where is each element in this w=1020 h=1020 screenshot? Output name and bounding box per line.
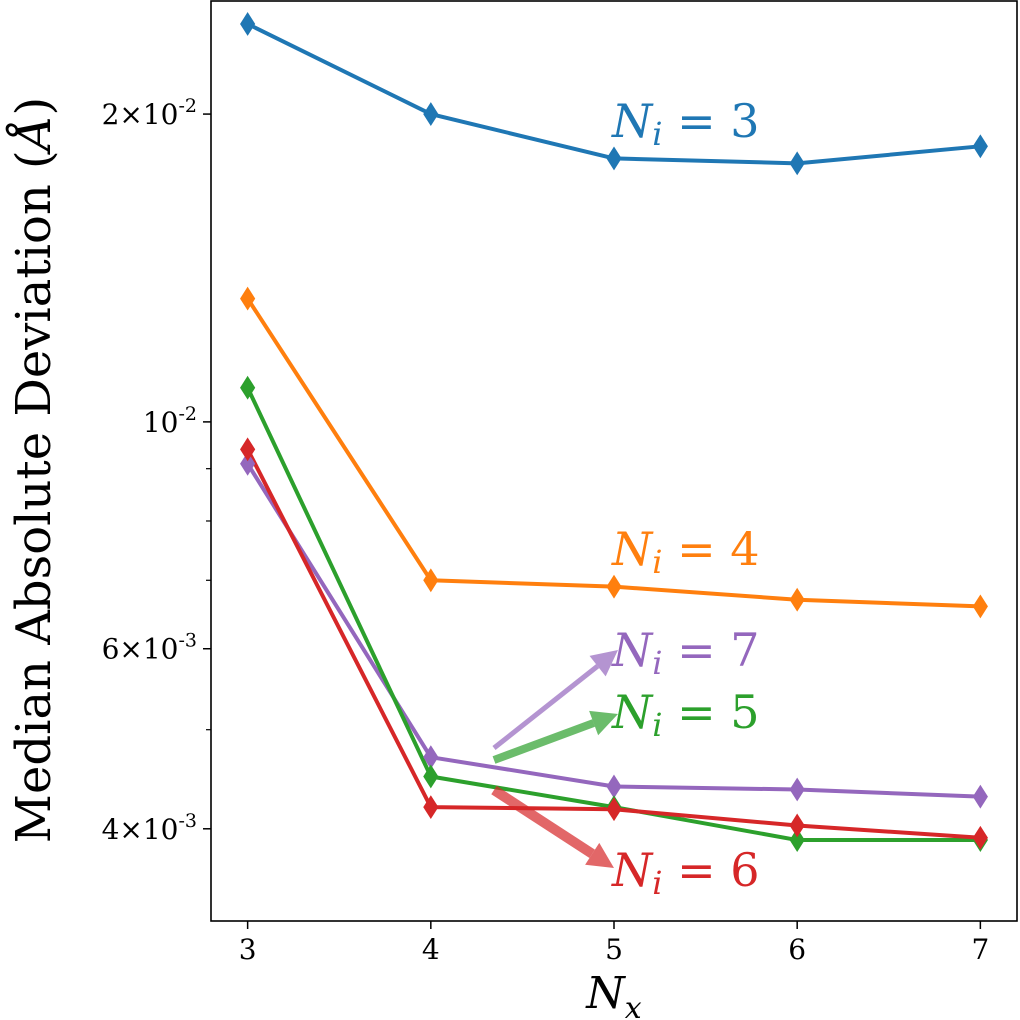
data-point-marker (972, 825, 988, 850)
data-point-marker (240, 451, 256, 476)
y-axis-title-close: ) (6, 97, 62, 116)
series-label-sub: i (652, 115, 662, 153)
data-point-marker (606, 774, 622, 799)
y-axis-title-unit: Å (5, 116, 62, 156)
data-point-marker (972, 594, 988, 619)
data-point-marker (606, 797, 622, 822)
y-tick-label: 2×10-2 (102, 95, 197, 131)
arrow-ni-7-head (589, 650, 618, 677)
series-label-value: 6 (730, 843, 759, 897)
x-axis-title-sub: x (625, 991, 642, 1020)
x-tick-label: 6 (788, 933, 806, 966)
data-point-marker (972, 134, 988, 159)
y-tick-exponent: -2 (178, 403, 197, 425)
series-label-ni-6: Ni = 6 (611, 843, 760, 902)
series-label-sub: i (652, 644, 662, 682)
y-tick-label: 4×10-3 (102, 810, 197, 846)
data-point-marker (423, 102, 439, 127)
arrow-ni-5-shaft (492, 719, 596, 764)
data-point-marker (606, 574, 622, 599)
data-point-marker (240, 375, 256, 400)
data-point-marker (789, 777, 805, 802)
series-labels: Ni = 3Ni = 4Ni = 7Ni = 5Ni = 6 (611, 94, 760, 902)
x-axis-title: Nx (585, 968, 642, 1020)
data-point-marker (240, 12, 256, 36)
x-tick-label: 7 (971, 933, 989, 966)
annotation-arrows (491, 650, 618, 868)
series-label-ni-5: Ni = 5 (611, 685, 760, 744)
arrow-ni-5-head (589, 710, 618, 736)
y-tick-mantissa: 6×10 (102, 633, 179, 666)
x-ticks: 3 4 5 6 7 (239, 921, 989, 966)
y-tick-mantissa: 4×10 (102, 813, 179, 846)
data-point-marker (423, 568, 439, 593)
data-point-marker (789, 151, 805, 176)
data-point-marker (423, 795, 439, 820)
y-axis-title-text: Median Absolute Deviation ( (6, 150, 62, 843)
data-point-marker (789, 828, 805, 852)
series-label-eq: = (662, 623, 730, 677)
series-label-sub: i (652, 864, 662, 902)
y-tick-mantissa: 10 (143, 406, 179, 439)
series-label-ni-3: Ni = 3 (611, 94, 760, 153)
series-label-eq: = (662, 94, 730, 148)
series-label-sub: i (652, 543, 662, 581)
data-point-marker (423, 764, 439, 789)
series-label-main: N (611, 522, 654, 576)
series-label-main: N (611, 94, 654, 148)
series-line-5 (245, 385, 983, 843)
series-label-value: 5 (730, 685, 759, 739)
series-markers (240, 12, 988, 852)
arrow-ni-6-head (585, 842, 614, 868)
series-label-value: 7 (730, 623, 759, 677)
y-tick-label: 10-2 (143, 403, 197, 439)
x-tick-label: 3 (239, 933, 257, 966)
data-point-marker (789, 587, 805, 612)
x-tick-label: 5 (605, 933, 623, 966)
data-point-marker (240, 286, 256, 311)
series-label-main: N (611, 843, 654, 897)
data-point-marker (789, 813, 805, 838)
series-label-sub: i (652, 706, 662, 744)
series-label-eq: = (662, 843, 730, 897)
series-label-main: N (611, 623, 654, 677)
series-label-ni-4: Ni = 4 (611, 522, 760, 581)
series-label-value: 4 (730, 522, 759, 576)
x-axis-title-main: N (585, 968, 626, 1019)
y-tick-label: 6×10-3 (102, 630, 197, 666)
data-point-marker (240, 437, 256, 462)
series-label-main: N (611, 685, 654, 739)
arrow-ni-7-shaft (492, 664, 600, 750)
data-point-marker (606, 146, 622, 171)
data-point-marker (972, 784, 988, 809)
y-tick-exponent: -2 (178, 95, 197, 117)
series-label-eq: = (662, 685, 730, 739)
y-axis-title: Median Absolute Deviation (Å) (5, 97, 62, 843)
y-ticks: 2×10-210-26×10-34×10-3 (102, 95, 211, 846)
x-tick-label: 4 (422, 933, 440, 966)
arrow-ni-6-shaft (491, 785, 595, 859)
y-tick-mantissa: 2×10 (102, 98, 179, 131)
series-label-ni-7: Ni = 7 (611, 623, 760, 682)
series-label-eq: = (662, 522, 730, 576)
y-tick-exponent: -3 (178, 630, 197, 652)
series-label-value: 3 (730, 94, 759, 148)
y-tick-exponent: -3 (178, 810, 197, 832)
